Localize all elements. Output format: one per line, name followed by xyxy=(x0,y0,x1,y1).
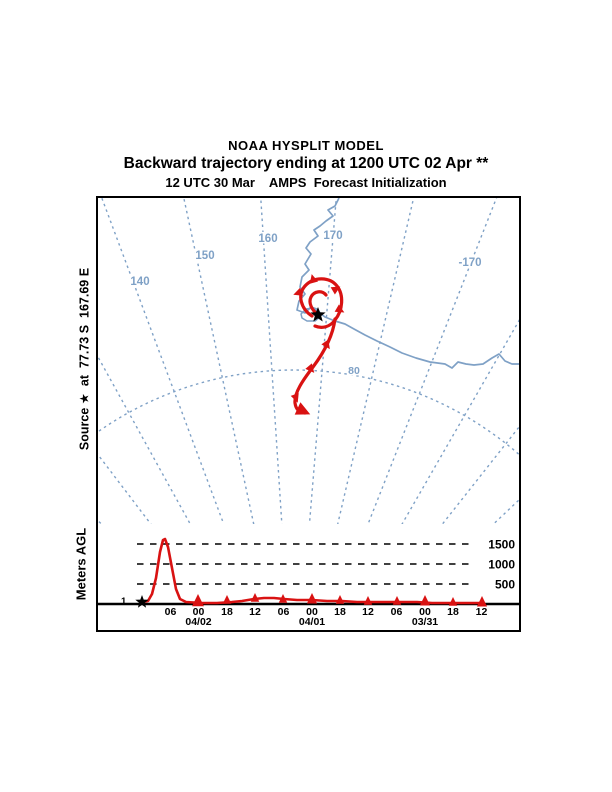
hour-tick-label: 12 xyxy=(476,606,488,618)
trajectory-marker-icon xyxy=(330,286,341,295)
meridian-line xyxy=(98,355,192,524)
meridian-line xyxy=(183,198,255,524)
meridian-line xyxy=(101,198,225,524)
profile-marker-icon xyxy=(306,593,318,604)
init-subtitle: 12 UTC 30 Mar AMPS Forecast Initializati… xyxy=(165,175,447,190)
trajectory-marker-icon xyxy=(305,363,315,373)
hour-tick-label: 18 xyxy=(447,606,459,618)
profile-marker-icon xyxy=(392,596,402,605)
trajectory-marker-icon xyxy=(290,393,299,403)
graticule-label: 150 xyxy=(195,250,214,262)
trajectory-marker-icon xyxy=(293,287,303,296)
trajectory-marker-icon xyxy=(334,304,345,313)
profile-marker-icon xyxy=(278,594,288,603)
model-title: NOAA HYSPLIT MODEL xyxy=(228,138,384,153)
height-gridline-label: 1500 xyxy=(488,538,515,552)
hour-tick-label: 12 xyxy=(249,606,261,618)
hour-tick-label: 18 xyxy=(221,606,233,618)
start-height-label: 1 xyxy=(121,596,127,607)
date-label: 03/31 xyxy=(412,616,438,628)
graticule-label: 160 xyxy=(258,233,277,245)
profile-marker-icon xyxy=(222,595,232,604)
profile-marker-icon xyxy=(335,595,345,604)
hour-tick-label: 00 xyxy=(419,606,431,618)
profile-marker-icon xyxy=(476,596,488,607)
trajectory-marker-icon xyxy=(321,339,330,350)
height-gridline-label: 500 xyxy=(495,578,515,592)
coastline xyxy=(296,198,519,369)
graticule xyxy=(98,198,519,524)
trajectory-end-arrow-icon xyxy=(294,402,311,415)
hour-tick-label: 06 xyxy=(391,606,403,618)
hour-tick-label: 12 xyxy=(362,606,374,618)
profile-marker-icon xyxy=(250,593,260,602)
profile-marker-icon xyxy=(363,596,373,605)
date-label: 04/01 xyxy=(299,616,325,628)
latitude-circle xyxy=(98,369,519,456)
graticule-label: -170 xyxy=(458,257,481,269)
profile-marker-icon xyxy=(192,594,204,607)
source-star-icon xyxy=(310,307,326,322)
hour-tick-label: 06 xyxy=(278,606,290,618)
height-profile-line xyxy=(141,537,483,605)
trajectory-map: 140 150 160 170 -170 80 xyxy=(98,198,519,524)
height-profile-panel: 1500 1000 500 1 06 00 18 12 06 00 18 12 06 00 18 12 04/0… xyxy=(96,524,521,632)
hour-tick-label: 06 xyxy=(165,606,177,618)
trajectory-title: Backward trajectory ending at 1200 UTC 0… xyxy=(123,155,489,172)
meters-agl-label: Meters AGL xyxy=(73,527,89,601)
source-star-icon xyxy=(135,595,149,608)
profile-marker-icon xyxy=(448,597,458,606)
trajectory-path xyxy=(308,290,328,317)
date-label: 04/02 xyxy=(185,616,211,628)
meridian-line xyxy=(492,499,519,524)
title-block: NOAA HYSPLIT MODEL Backward trajectory e… xyxy=(0,138,612,190)
trajectory-path xyxy=(293,317,337,415)
graticule-label: 140 xyxy=(130,276,149,288)
meridian-line xyxy=(367,198,498,524)
height-gridline-label: 1000 xyxy=(488,558,515,572)
meridian-line xyxy=(260,198,283,524)
profile-marker-icon xyxy=(419,595,431,606)
meridian-line xyxy=(98,519,103,524)
hour-tick-label: 18 xyxy=(334,606,346,618)
meridian-line xyxy=(98,453,152,524)
meridian-line xyxy=(441,425,519,524)
hour-tick-label: 00 xyxy=(306,606,318,618)
source-location-label: Source ★ at 77.73 S 167.69 E xyxy=(77,267,92,451)
graticule-label: 170 xyxy=(323,230,342,242)
graticule-label: 80 xyxy=(348,365,360,377)
meridian-line xyxy=(401,319,519,524)
hour-tick-label: 00 xyxy=(193,606,205,618)
trajectory-marker-icon xyxy=(309,274,319,284)
trajectory-map-panel: 140 150 160 170 -170 80 xyxy=(96,196,521,526)
meridian-line xyxy=(337,198,415,524)
height-profile-chart: 1500 1000 500 1 06 00 18 12 06 00 18 12 06 00 18 12 04/0… xyxy=(98,537,519,628)
meridian-line xyxy=(308,198,337,524)
